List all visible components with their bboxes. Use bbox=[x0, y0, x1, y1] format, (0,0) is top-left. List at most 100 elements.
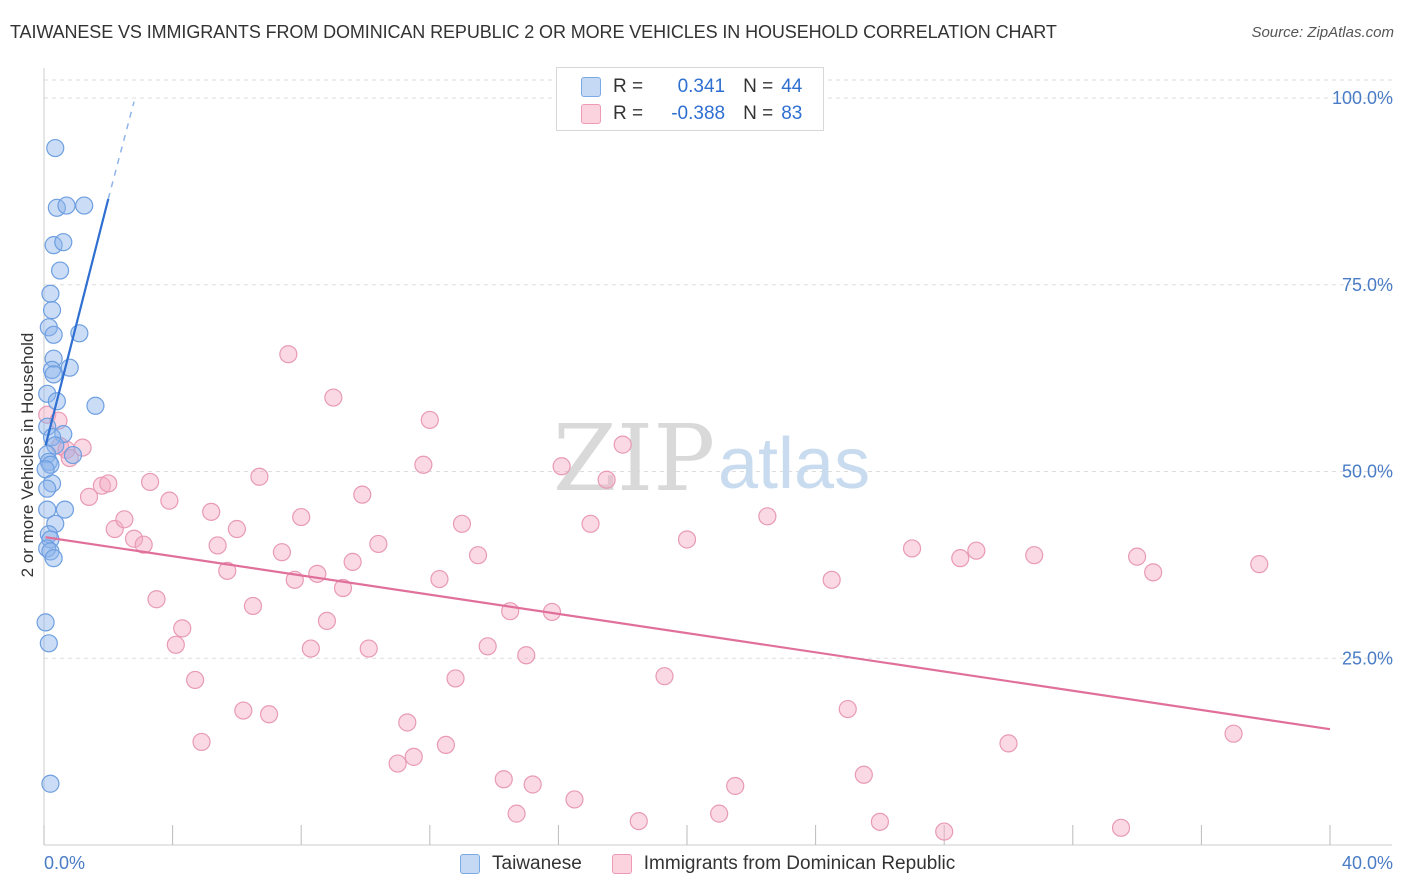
taiwanese-point[interactable] bbox=[38, 479, 57, 498]
dominican-point[interactable] bbox=[140, 472, 160, 492]
dominican-point[interactable] bbox=[478, 637, 497, 656]
taiwanese-point[interactable] bbox=[36, 613, 55, 632]
dominican-point[interactable] bbox=[353, 485, 372, 504]
dominican-point[interactable] bbox=[430, 569, 449, 589]
dominican-point[interactable] bbox=[629, 811, 648, 831]
dominican-point[interactable] bbox=[192, 732, 211, 752]
dominican-point[interactable] bbox=[404, 747, 423, 766]
dominican-point[interactable] bbox=[279, 345, 298, 364]
dominican-point[interactable] bbox=[301, 639, 320, 658]
dominican-point[interactable] bbox=[758, 507, 777, 526]
dominican-point[interactable] bbox=[105, 519, 124, 539]
dominican-point[interactable] bbox=[726, 776, 745, 796]
taiwanese-point[interactable] bbox=[41, 774, 60, 793]
taiwanese-point[interactable] bbox=[46, 138, 65, 158]
dominican-point[interactable] bbox=[951, 549, 970, 568]
dominican-point[interactable] bbox=[436, 735, 455, 755]
dominican-point[interactable] bbox=[388, 754, 407, 773]
dominican-point[interactable] bbox=[507, 804, 526, 823]
dominican-point[interactable] bbox=[517, 646, 536, 665]
dominican-point[interactable] bbox=[99, 474, 118, 493]
taiwanese-point[interactable] bbox=[57, 196, 76, 215]
dominican-point[interactable] bbox=[1111, 818, 1131, 837]
dominican-point[interactable] bbox=[677, 530, 697, 549]
taiwanese-point[interactable] bbox=[38, 500, 57, 519]
dominican-point[interactable] bbox=[73, 438, 92, 457]
taiwanese-point[interactable] bbox=[86, 396, 105, 415]
taiwanese-point[interactable] bbox=[44, 325, 63, 344]
dominican-point[interactable] bbox=[870, 812, 890, 831]
dominican-point[interactable] bbox=[147, 590, 166, 609]
dominican-point[interactable] bbox=[124, 529, 144, 548]
dominican-point[interactable] bbox=[613, 435, 632, 454]
dominican-point[interactable] bbox=[822, 570, 841, 589]
dominican-point[interactable] bbox=[414, 455, 433, 474]
dominican-point[interactable] bbox=[1144, 563, 1163, 582]
dominican-point[interactable] bbox=[565, 790, 584, 809]
dominican-point[interactable] bbox=[234, 701, 253, 720]
taiwanese-point[interactable] bbox=[38, 539, 57, 558]
dominican-point[interactable] bbox=[420, 410, 439, 430]
dominican-point[interactable] bbox=[317, 611, 337, 631]
taiwanese-point[interactable] bbox=[50, 261, 70, 280]
dominican-point[interactable] bbox=[60, 448, 79, 468]
dominican-point[interactable] bbox=[369, 534, 388, 554]
legend-item-taiwanese[interactable]: Taiwanese bbox=[460, 853, 582, 875]
taiwanese-point[interactable] bbox=[38, 384, 57, 403]
dominican-point[interactable] bbox=[250, 467, 269, 486]
taiwanese-point[interactable] bbox=[44, 549, 63, 568]
taiwanese-point[interactable] bbox=[42, 474, 62, 493]
dominican-point[interactable] bbox=[115, 510, 134, 529]
taiwanese-point[interactable] bbox=[44, 365, 63, 384]
dominican-point[interactable] bbox=[452, 514, 472, 533]
dominican-point[interactable] bbox=[324, 388, 343, 407]
dominican-point[interactable] bbox=[343, 552, 362, 571]
dominican-point[interactable] bbox=[1127, 547, 1147, 566]
dominican-point[interactable] bbox=[523, 775, 542, 794]
dominican-point[interactable] bbox=[597, 470, 616, 489]
dominican-point[interactable] bbox=[333, 578, 353, 598]
dominican-point[interactable] bbox=[967, 541, 986, 560]
dominican-point[interactable] bbox=[227, 519, 246, 539]
dominican-point[interactable] bbox=[710, 804, 729, 823]
dominican-point[interactable] bbox=[494, 770, 513, 789]
dominican-point[interactable] bbox=[999, 734, 1018, 753]
dominican-point[interactable] bbox=[160, 491, 179, 510]
dominican-point[interactable] bbox=[838, 699, 857, 719]
dominican-point[interactable] bbox=[902, 539, 922, 558]
taiwanese-point[interactable] bbox=[41, 284, 60, 303]
dominican-point[interactable] bbox=[173, 619, 192, 638]
dominican-point[interactable] bbox=[359, 639, 378, 658]
dominican-point[interactable] bbox=[1025, 546, 1044, 565]
taiwanese-point[interactable] bbox=[54, 233, 73, 252]
taiwanese-point[interactable] bbox=[42, 301, 62, 320]
dominican-point[interactable] bbox=[935, 822, 954, 841]
taiwanese-point[interactable] bbox=[38, 445, 57, 464]
dominican-point[interactable] bbox=[446, 669, 465, 688]
dominican-point[interactable] bbox=[79, 487, 99, 506]
dominican-point[interactable] bbox=[272, 543, 292, 562]
dominican-point[interactable] bbox=[854, 765, 873, 784]
taiwanese-point[interactable] bbox=[75, 196, 94, 215]
dominican-point[interactable] bbox=[49, 411, 68, 430]
dominican-point[interactable] bbox=[292, 507, 311, 527]
dominican-point[interactable] bbox=[1224, 724, 1243, 743]
dominican-point[interactable] bbox=[655, 667, 674, 686]
dominican-point[interactable] bbox=[259, 705, 279, 724]
dominican-point[interactable] bbox=[552, 457, 571, 476]
dominican-point[interactable] bbox=[218, 561, 237, 580]
legend-item-dominican[interactable]: Immigrants from Dominican Republic bbox=[611, 853, 955, 875]
taiwanese-point[interactable] bbox=[39, 634, 58, 653]
dominican-point[interactable] bbox=[134, 535, 153, 554]
dominican-point[interactable] bbox=[468, 546, 488, 565]
dominican-point[interactable] bbox=[243, 596, 263, 616]
dominican-point[interactable] bbox=[398, 713, 417, 732]
dominican-point[interactable] bbox=[186, 670, 205, 690]
dominican-point[interactable] bbox=[1250, 555, 1269, 574]
dominican-point[interactable] bbox=[208, 536, 227, 555]
taiwanese-point[interactable] bbox=[55, 500, 74, 519]
taiwanese-point[interactable] bbox=[63, 445, 83, 465]
dominican-point[interactable] bbox=[581, 514, 600, 533]
dominican-point[interactable] bbox=[166, 635, 185, 654]
dominican-point[interactable] bbox=[202, 502, 221, 521]
